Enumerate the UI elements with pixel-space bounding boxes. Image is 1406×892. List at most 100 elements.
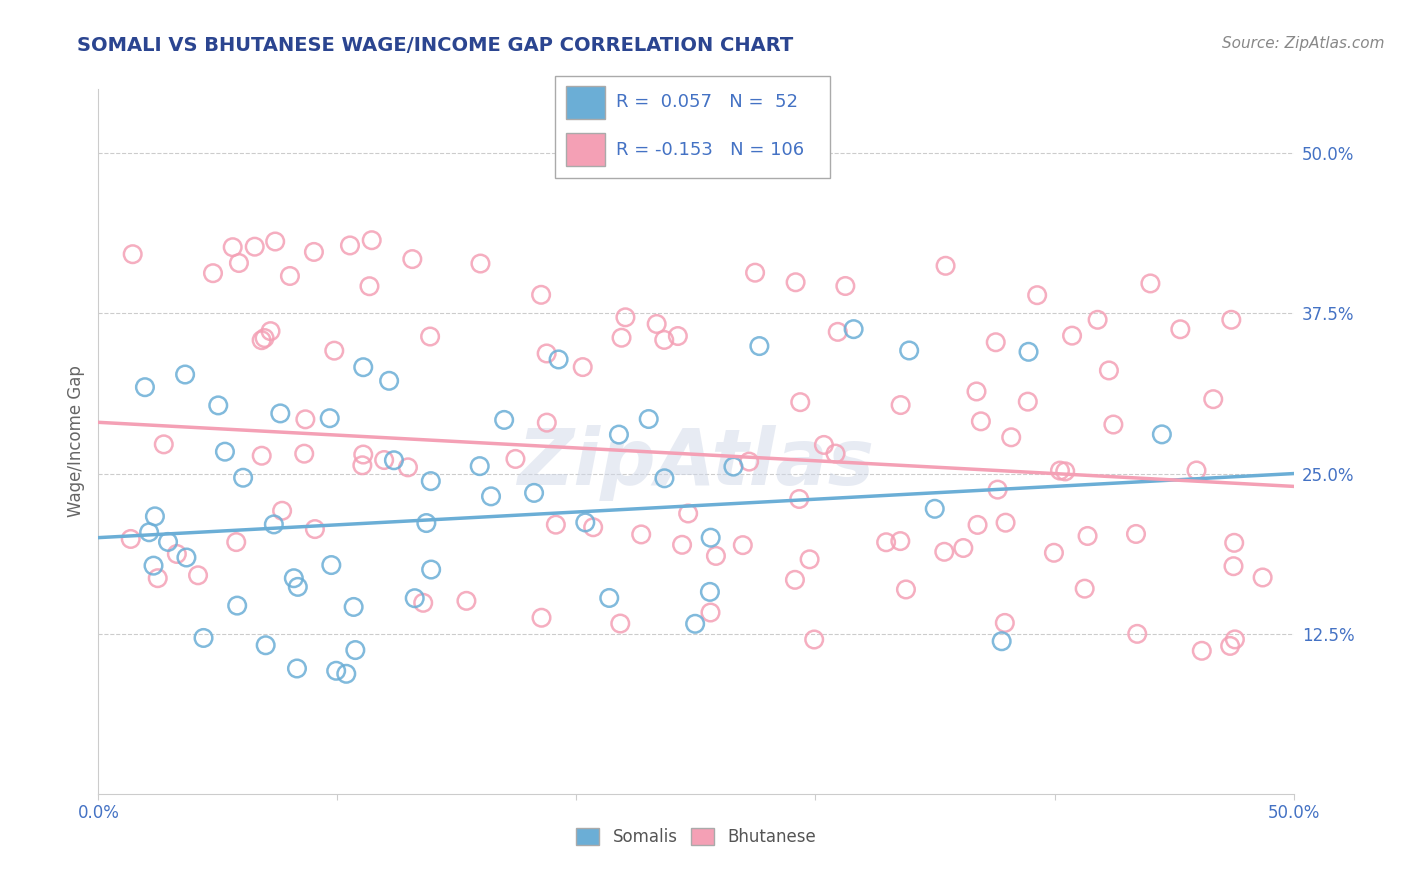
Point	[824, 447, 846, 461]
Point	[352, 448, 374, 462]
Text: R = -0.153   N = 106: R = -0.153 N = 106	[616, 141, 804, 159]
Point	[1220, 312, 1243, 326]
Point	[259, 324, 281, 338]
Point	[1000, 430, 1022, 444]
Point	[352, 360, 374, 375]
Point	[243, 240, 266, 254]
Point	[187, 568, 209, 582]
Point	[1223, 536, 1246, 550]
Point	[671, 538, 693, 552]
Point	[373, 453, 395, 467]
Point	[952, 541, 974, 555]
Point	[404, 591, 426, 606]
Point	[359, 279, 381, 293]
Point	[226, 599, 249, 613]
Point	[898, 343, 921, 358]
Point	[222, 240, 245, 254]
Point	[530, 288, 553, 302]
Text: Source: ZipAtlas.com: Source: ZipAtlas.com	[1222, 36, 1385, 51]
Point	[1251, 570, 1274, 584]
Point	[1049, 464, 1071, 478]
Point	[378, 374, 401, 388]
Point	[214, 444, 236, 458]
Point	[176, 550, 198, 565]
Point	[723, 459, 745, 474]
Point	[803, 632, 825, 647]
Point	[785, 275, 807, 289]
Point	[894, 582, 917, 597]
Point	[676, 507, 699, 521]
Point	[1098, 363, 1121, 377]
Point	[994, 615, 1017, 630]
Point	[607, 427, 630, 442]
Point	[120, 532, 142, 546]
Point	[232, 471, 254, 485]
Point	[470, 256, 492, 270]
Point	[146, 571, 169, 585]
Point	[269, 406, 291, 420]
Point	[1054, 464, 1077, 478]
Point	[842, 322, 865, 336]
Point	[193, 631, 215, 645]
Point	[166, 547, 188, 561]
Point	[748, 339, 770, 353]
Point	[134, 380, 156, 394]
Point	[1087, 313, 1109, 327]
Point	[699, 531, 721, 545]
Point	[598, 591, 620, 605]
Point	[654, 471, 676, 485]
Point	[530, 611, 553, 625]
Point	[536, 416, 558, 430]
Point	[339, 238, 361, 252]
Point	[419, 474, 441, 488]
Point	[935, 259, 957, 273]
Point	[321, 558, 343, 572]
Point	[302, 244, 325, 259]
Point	[571, 360, 593, 375]
Point	[283, 571, 305, 585]
Point	[699, 606, 721, 620]
Point	[875, 535, 897, 549]
Point	[890, 398, 912, 412]
Point	[834, 279, 856, 293]
Point	[547, 352, 569, 367]
Point	[1102, 417, 1125, 432]
Point	[744, 266, 766, 280]
Point	[614, 310, 637, 325]
Point	[582, 520, 605, 534]
Point	[294, 412, 316, 426]
Point	[479, 489, 502, 503]
Point	[966, 517, 988, 532]
Point	[228, 256, 250, 270]
FancyBboxPatch shape	[555, 76, 830, 178]
Point	[360, 233, 382, 247]
Point	[319, 411, 342, 425]
Point	[505, 452, 527, 467]
Point	[1219, 639, 1241, 653]
Point	[420, 563, 443, 577]
Point	[287, 580, 309, 594]
Point	[523, 486, 546, 500]
Point	[225, 535, 247, 549]
Point	[292, 447, 315, 461]
Point	[1077, 529, 1099, 543]
Point	[138, 525, 160, 540]
Point	[966, 384, 988, 399]
Point	[278, 268, 301, 283]
Point	[683, 616, 706, 631]
Point	[813, 438, 835, 452]
Point	[1168, 322, 1191, 336]
Point	[731, 538, 754, 552]
Point	[783, 573, 806, 587]
Text: SOMALI VS BHUTANESE WAGE/INCOME GAP CORRELATION CHART: SOMALI VS BHUTANESE WAGE/INCOME GAP CORR…	[77, 36, 793, 54]
Point	[157, 535, 180, 549]
Point	[271, 504, 294, 518]
Point	[544, 517, 567, 532]
Point	[285, 661, 308, 675]
Point	[250, 333, 273, 347]
Point	[1150, 427, 1173, 442]
Point	[630, 527, 652, 541]
Point	[984, 335, 1007, 350]
Point	[253, 331, 276, 345]
Point	[990, 634, 1012, 648]
